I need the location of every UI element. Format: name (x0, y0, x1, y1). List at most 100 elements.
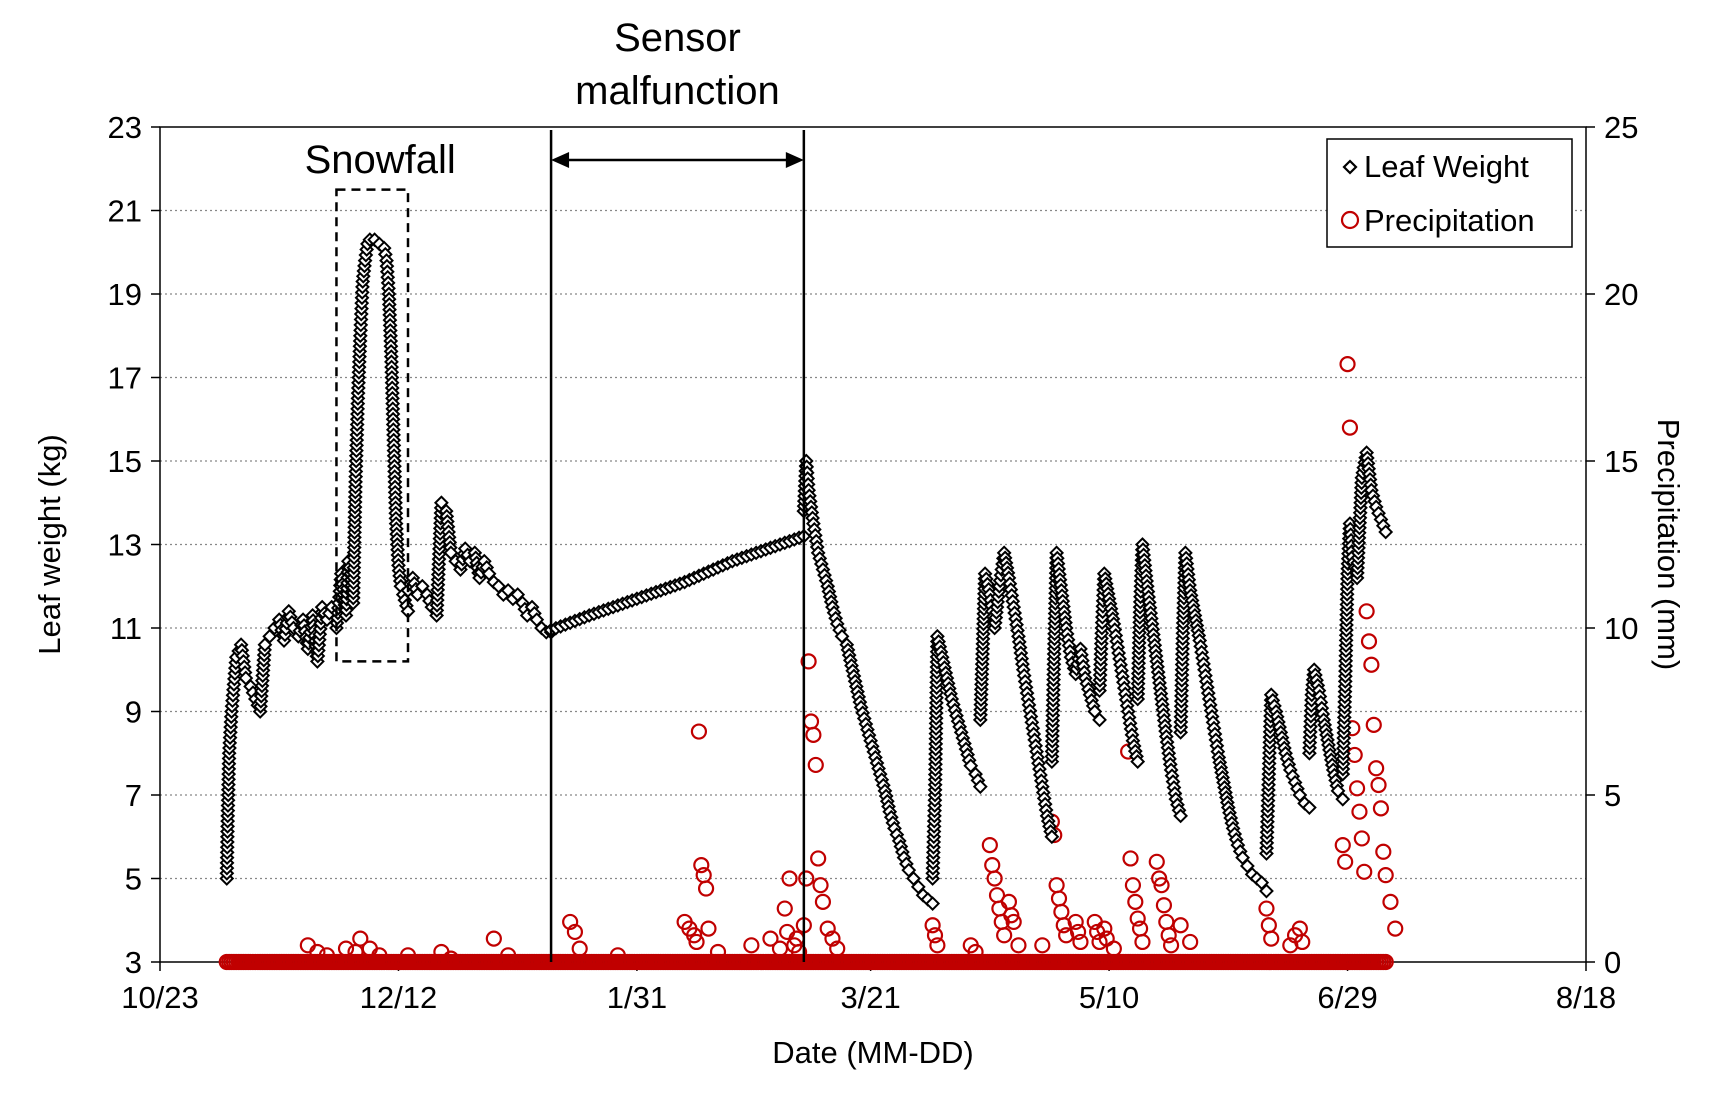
precipitation-point (609, 947, 626, 964)
precipitation-point (1377, 867, 1394, 884)
y-left-tick-label: 9 (125, 695, 142, 730)
precipitation-point (996, 927, 1013, 944)
precipitation-point (929, 937, 946, 954)
precipitation-point (1341, 419, 1359, 436)
precipitation-point (1258, 900, 1275, 917)
precipitation-point (485, 930, 502, 947)
y-left-tick-label: 15 (108, 444, 142, 479)
y-right-axis-title: Precipitation (mm) (1651, 419, 1686, 671)
legend-precipitation: Precipitation (1364, 203, 1535, 238)
precipitation-point (562, 913, 579, 931)
x-tick-label: 3/21 (840, 980, 900, 1015)
precipitation-point (810, 850, 827, 867)
precipitation-point (805, 726, 822, 743)
x-tick-label: 5/10 (1079, 980, 1139, 1015)
precipitation-point (1069, 923, 1087, 941)
y-left-tick-label: 23 (108, 110, 142, 145)
x-axis-ticks: 10/23 12/12 1/31 3/21 5/10 6/29 8/18 (121, 962, 1616, 1015)
malfunction-label-line1: Sensor (614, 16, 741, 60)
precipitation-point (790, 943, 808, 961)
precipitation-point (1096, 920, 1113, 937)
precipitation-point (812, 877, 829, 894)
malfunction-arrow-head-right (785, 152, 804, 168)
precipitation-point (1122, 850, 1139, 867)
precipitation-point (1377, 953, 1394, 971)
precipitation-point (743, 937, 760, 954)
precipitation-point (500, 947, 517, 964)
precipitation-point (337, 940, 355, 957)
precipitation-point (1382, 893, 1399, 910)
snowfall-box (335, 188, 410, 663)
x-tick-label: 10/23 (121, 980, 199, 1015)
precipitation-point (442, 950, 460, 967)
precipitation-point (1129, 910, 1146, 927)
precipitation-point (686, 927, 703, 944)
leaf-weight-point (1301, 800, 1317, 815)
precipitation-series (218, 356, 1404, 971)
precipitation-point (1005, 913, 1022, 931)
precipitation-point (1348, 780, 1366, 797)
precipitation-point (781, 870, 798, 887)
precipitation-point (824, 930, 841, 947)
precipitation-point (1370, 776, 1387, 794)
precipitation-point (1182, 933, 1199, 951)
leaf-weight-point (1044, 829, 1060, 845)
precipitation-point (829, 940, 846, 957)
precipitation-point (688, 933, 705, 951)
precipitation-point (1365, 716, 1382, 733)
malfunction-label-line2: malfunction (575, 69, 780, 113)
precipitation-point (399, 947, 417, 964)
snowfall-label: Snowfall (305, 138, 456, 182)
precipitation-point (1372, 800, 1390, 817)
y-left-tick-label: 3 (125, 945, 142, 980)
precipitation-point (1162, 937, 1180, 954)
leaf-weight-point (925, 896, 941, 911)
precipitation-point (1294, 933, 1311, 951)
precipitation-point (571, 940, 588, 957)
y-right-tick-label: 5 (1604, 778, 1621, 813)
y-left-tick-label: 13 (108, 528, 142, 563)
precipitation-point (1124, 877, 1142, 894)
precipitation-point (1148, 853, 1165, 870)
precipitation-point (1363, 656, 1380, 673)
legend-box (1326, 138, 1573, 248)
y-left-tick-label: 5 (125, 862, 142, 897)
precipitation-point (1010, 937, 1027, 954)
precipitation-point (700, 920, 717, 937)
precipitation-point (800, 653, 817, 670)
legend-leaf-weight: Leaf Weight (1364, 149, 1529, 184)
y-right-tick-label: 0 (1604, 945, 1621, 980)
precipitation-point (1127, 893, 1144, 910)
leaf-weight-point (1130, 754, 1146, 770)
y-left-tick-label: 17 (108, 361, 142, 396)
leaf-weight-point (972, 779, 988, 795)
precipitation-point (309, 943, 326, 961)
precipitation-point (1172, 917, 1189, 934)
leaf-weight-point (1259, 883, 1274, 899)
precipitation-point (1360, 633, 1378, 650)
precipitation-point (807, 756, 824, 774)
malfunction-arrow-head-left (551, 152, 570, 168)
precipitation-point (1263, 930, 1280, 947)
precipitation-point (1153, 877, 1170, 894)
precipitation-point (814, 893, 832, 910)
precipitation-point (352, 930, 369, 947)
y-left-axis-ticks: 3 5 7 9 11 13 15 17 19 21 23 (108, 110, 160, 980)
leaf-weight-point (1092, 712, 1107, 728)
y-right-tick-label: 25 (1604, 110, 1638, 145)
precipitation-point (776, 900, 793, 917)
leaf-weight-point (1173, 808, 1189, 824)
leaf-weight-point (1378, 524, 1394, 540)
precipitation-point (1072, 933, 1089, 951)
precipitation-point (762, 930, 779, 947)
legend: Leaf Weight Precipitation (1326, 138, 1573, 248)
leaf-weight-point (1335, 791, 1351, 807)
y-right-tick-label: 15 (1604, 444, 1638, 479)
precipitation-point (1151, 870, 1168, 887)
precipitation-point (1334, 836, 1351, 854)
precipitation-point (566, 923, 584, 941)
precipitation-point (1034, 937, 1051, 954)
precipitation-point (1339, 356, 1356, 373)
precipitation-point (926, 927, 944, 944)
